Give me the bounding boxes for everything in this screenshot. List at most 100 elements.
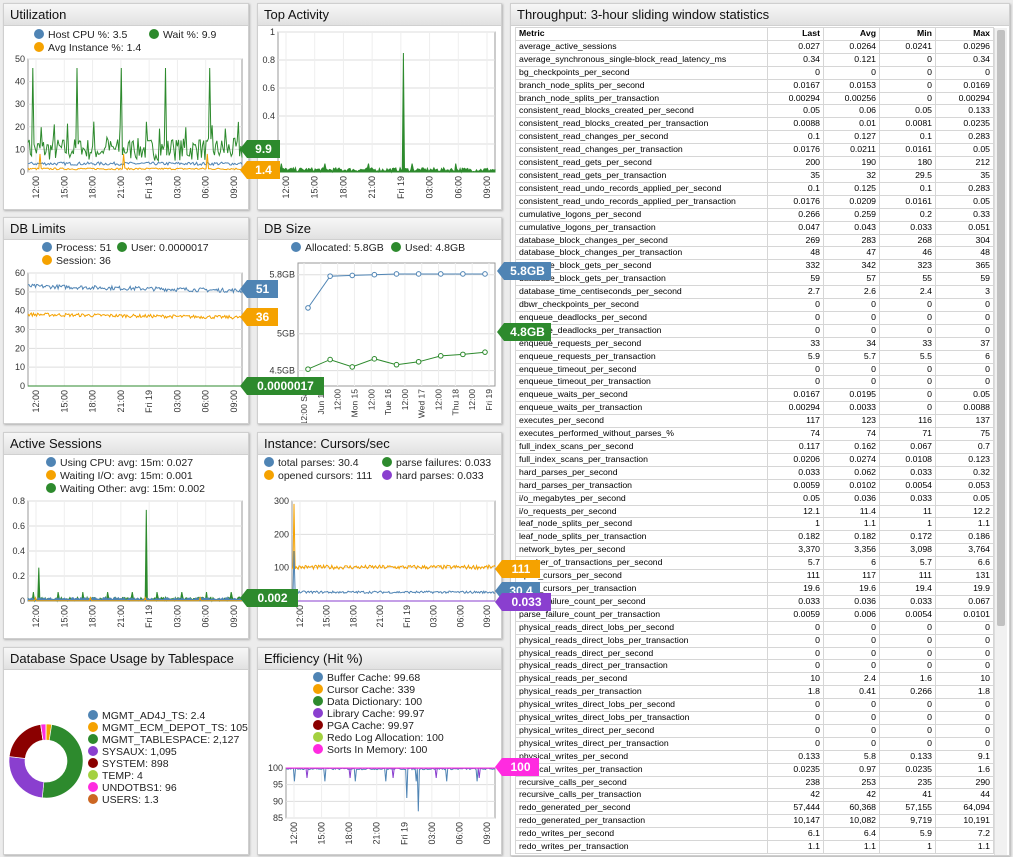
table-row[interactable]: consistent_read_changes_per_transaction 0… [515,143,994,158]
table-row[interactable]: physical_writes_direct_lobs_per_second 0 0… [515,698,994,713]
table-row[interactable]: i/o_megabytes_per_second 0.05 0.036 0.033 0.… [515,491,994,506]
table-row[interactable]: parse_failure_count_per_second 0.033 0.036… [515,594,994,609]
legend-item[interactable]: SYSTEM: 898 [88,758,169,770]
table-row[interactable]: enqueue_waits_per_transaction 0.00294 0.00… [515,401,994,416]
table-row[interactable]: hard_parses_per_transaction 0.0059 0.0102 0… [515,478,994,493]
legend-item[interactable]: TEMP: 4 [88,770,143,782]
table-row[interactable]: cumulative_logons_per_second 0.266 0.259 0.… [515,207,994,222]
table-row[interactable]: database_time_centiseconds_per_second 2.7… [515,285,994,300]
legend-item[interactable]: SYSAUX: 1,095 [88,746,177,758]
table-row[interactable]: hard_parses_per_second 0.033 0.062 0.033 0.3… [515,465,994,480]
table-scrollbar[interactable] [994,28,1007,855]
legend-item[interactable]: PGA Cache: 99.97 [313,720,414,732]
scrollbar-thumb[interactable] [997,30,1005,626]
table-row[interactable]: network_bytes_per_second 3,370 3,356 3,098 3… [515,543,994,558]
table-row[interactable]: physical_reads_direct_lobs_per_transacti… [515,633,994,648]
table-row[interactable]: executes_per_second 117 123 116 137 [515,414,994,429]
table-row[interactable]: physical_writes_direct_lobs_per_transact… [515,711,994,725]
legend-item[interactable]: Using CPU: avg: 15m: 0.027 [46,457,193,469]
column-header[interactable]: Max [935,27,994,41]
legend-item[interactable]: UNDOTBS1: 96 [88,782,177,794]
legend-item[interactable]: Sorts In Memory: 100 [313,744,427,756]
table-row[interactable]: recursive_calls_per_second 238 253 235 290 [515,775,994,790]
legend-item[interactable]: parse failures: 0.033 [382,457,491,469]
table-row[interactable]: redo_generated_per_transaction 10,147 10,0… [515,814,994,829]
table-row[interactable]: database_block_gets_per_transaction 59 57 5… [515,272,994,287]
table-row[interactable]: physical_writes_per_transaction 0.0235 0.9… [515,762,994,777]
legend-item[interactable]: MGMT_AD4J_TS: 2.4 [88,710,205,722]
legend-item[interactable]: MGMT_TABLESPACE: 2,127 [88,734,239,746]
table-row[interactable]: recursive_calls_per_transaction 42 42 41 44 [515,788,994,803]
legend-item[interactable]: MGMT_ECM_DEPOT_TS: 105 [88,722,248,734]
legend-item[interactable]: total parses: 30.4 [264,457,359,469]
table-row[interactable]: physical_writes_direct_per_second 0 0 0 0 [515,723,994,738]
table-row[interactable]: physical_reads_direct_per_transaction 0 0 0… [515,659,994,674]
table-row[interactable]: full_index_scans_per_transaction 0.0206 0.… [515,452,994,467]
table-row[interactable]: enqueue_requests_per_second 33 34 33 37 [515,336,994,351]
legend-item[interactable]: Session: 36 [42,255,111,267]
table-row[interactable]: open_cursors_per_second 111 117 111 131 [515,569,994,583]
column-header[interactable]: Last [767,27,824,41]
table-row[interactable]: branch_node_splits_per_second 0.0167 0.015… [515,78,994,93]
table-row[interactable]: cumulative_logons_per_transaction 0.047 0.… [515,220,994,235]
legend-item[interactable]: Host CPU %: 3.5 [34,29,127,41]
legend-item[interactable]: Waiting I/O: avg: 15m: 0.001 [46,470,193,482]
table-row[interactable]: parse_failure_count_per_transaction 0.005… [515,607,994,622]
table-row[interactable]: branch_node_splits_per_transaction 0.0029… [515,91,994,106]
table-row[interactable]: number_of_transactions_per_second 5.7 6 5.7… [515,556,994,571]
table-row[interactable]: bg_checkpoints_per_second 0 0 0 0 [515,65,994,80]
table-row[interactable]: dbwr_checkpoints_per_second 0 0 0 0 [515,298,994,312]
legend-item[interactable]: USERS: 1.3 [88,794,159,806]
legend-item[interactable]: Library Cache: 99.97 [313,708,424,720]
table-row[interactable]: database_block_changes_per_transaction 48… [515,246,994,261]
legend-item[interactable]: Avg Instance %: 1.4 [34,42,141,54]
legend-item[interactable]: Waiting Other: avg: 15m: 0.002 [46,483,205,495]
table-row[interactable]: physical_reads_direct_per_second 0 0 0 0 [515,646,994,661]
column-header[interactable]: Avg [823,27,880,41]
legend-item[interactable]: Redo Log Allocation: 100 [313,732,444,744]
table-row[interactable]: enqueue_waits_per_second 0.0167 0.0195 0 0.0… [515,388,994,403]
table-row[interactable]: consistent_read_blocks_created_per_secon… [515,104,994,119]
column-header[interactable]: Min [879,27,936,41]
legend-item[interactable]: Wait %: 9.9 [149,29,216,41]
column-header[interactable]: Metric [515,27,768,41]
table-row[interactable]: physical_writes_direct_per_transaction 0 0… [515,736,994,751]
table-row[interactable]: enqueue_timeout_per_second 0 0 0 0 [515,362,994,377]
table-row[interactable]: consistent_read_undo_records_applied_per… [515,181,994,196]
legend-item[interactable]: Buffer Cache: 99.68 [313,672,420,684]
legend-item[interactable]: Data Dictionary: 100 [313,696,422,708]
legend-item[interactable]: Cursor Cache: 339 [313,684,415,696]
table-row[interactable]: consistent_read_undo_records_applied_per… [515,194,994,209]
table-row[interactable]: average_synchronous_single-block_read_la… [515,52,994,67]
table-row[interactable]: full_index_scans_per_second 0.117 0.162 0.0… [515,440,994,454]
table-row[interactable]: executes_performed_without_parses_% 74 74 7… [515,427,994,441]
table-row[interactable]: enqueue_deadlocks_per_second 0 0 0 0 [515,310,994,325]
table-row[interactable]: consistent_read_blocks_created_per_trans… [515,117,994,132]
table-row[interactable]: physical_reads_per_transaction 1.8 0.41 0.2… [515,685,994,700]
table-row[interactable]: redo_writes_per_second 6.1 6.4 5.9 7.2 [515,827,994,842]
table-row[interactable]: consistent_read_gets_per_second 200 190 180… [515,156,994,170]
table-row[interactable]: average_active_sessions 0.027 0.0264 0.0241… [515,39,994,54]
table-row[interactable]: consistent_read_changes_per_second 0.1 0.1… [515,130,994,145]
legend-item[interactable]: opened cursors: 111 [264,470,372,482]
table-row[interactable]: consistent_read_gets_per_transaction 35 32… [515,168,994,183]
table-row[interactable]: enqueue_timeout_per_transaction 0 0 0 0 [515,375,994,390]
table-row[interactable]: physical_writes_per_second 0.133 5.8 0.133 9… [515,749,994,764]
legend-item[interactable]: Used: 4.8GB [391,242,465,254]
table-row[interactable]: physical_reads_per_second 10 2.4 1.6 10 [515,672,994,687]
legend-item[interactable]: Allocated: 5.8GB [291,242,384,254]
table-row[interactable]: redo_generated_per_second 57,444 60,368 57,… [515,801,994,816]
legend-item[interactable]: Process: 51 [42,242,111,254]
table-row[interactable]: physical_reads_direct_lobs_per_second 0 0 0… [515,620,994,635]
table-row[interactable]: i/o_requests_per_second 12.1 11.4 11 12.2 [515,504,994,519]
table-row[interactable]: database_block_gets_per_second 332 342 323 3… [515,259,994,274]
legend-item[interactable]: hard parses: 0.033 [382,470,484,482]
table-row[interactable]: enqueue_deadlocks_per_transaction 0 0 0 0 [515,323,994,338]
table-row[interactable]: leaf_node_splits_per_second 1 1.1 1 1.1 [515,517,994,532]
table-row[interactable]: leaf_node_splits_per_transaction 0.182 0.1… [515,530,994,545]
table-row[interactable]: redo_writes_per_transaction 1.1 1.1 1 1.1 [515,840,994,854]
table-row[interactable]: open_cursors_per_transaction 19.6 19.6 19.4… [515,581,994,596]
table-row[interactable]: enqueue_requests_per_transaction 5.9 5.7 5.… [515,349,994,364]
legend-item[interactable]: User: 0.0000017 [117,242,209,254]
table-row[interactable]: database_block_changes_per_second 269 283 2… [515,233,994,248]
